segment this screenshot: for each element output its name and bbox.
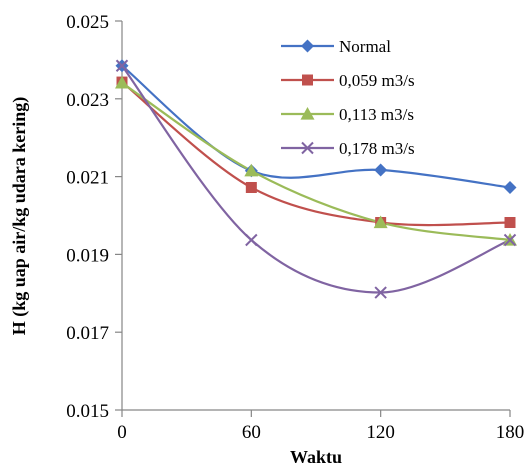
data-point <box>503 233 517 247</box>
y-tick-label: 0.023 <box>66 90 109 111</box>
data-point <box>245 181 257 193</box>
x-tick-label: 0 <box>117 422 127 443</box>
data-point <box>504 217 516 229</box>
y-tick-label: 0.025 <box>66 12 109 33</box>
legend-marker <box>302 74 313 86</box>
x-tick-label: 120 <box>366 422 395 443</box>
legend-label: 0,178 m3/s <box>339 139 415 158</box>
series-layer <box>115 59 517 299</box>
y-ticks: 0.015 0.017 0.019 0.021 0.023 0.025 <box>66 12 122 422</box>
data-point <box>374 163 388 177</box>
data-point <box>115 75 129 89</box>
data-point <box>374 286 387 299</box>
data-point <box>245 233 258 247</box>
x-tick-label: 180 <box>496 422 525 443</box>
x-axis-title: Waktu <box>290 447 342 467</box>
legend-label: Normal <box>339 37 391 56</box>
data-point <box>373 215 388 229</box>
legend-marker <box>300 107 315 120</box>
series-line <box>121 64 511 189</box>
legend: Normal 0,059 m3/s 0,113 m3/s 0,178 m3/s <box>281 37 415 158</box>
series-line <box>121 81 511 242</box>
legend-label: 0,059 m3/s <box>339 71 415 90</box>
x-tick-label: 60 <box>242 422 261 443</box>
y-tick-label: 0.017 <box>66 323 109 344</box>
y-tick-label: 0.021 <box>66 168 109 189</box>
y-tick-label: 0.019 <box>66 245 109 266</box>
legend-label: 0,113 m3/s <box>339 105 414 124</box>
y-axis-title: H (kg uap air/kg udara kering) <box>9 97 30 336</box>
legend-marker <box>301 39 314 53</box>
data-point <box>503 180 517 194</box>
series-line <box>121 65 511 294</box>
x-ticks: 0 60 120 180 <box>117 410 524 443</box>
legend-marker <box>301 141 314 155</box>
data-point <box>115 59 129 72</box>
y-tick-label: 0.015 <box>66 401 109 422</box>
series-line <box>121 81 511 227</box>
data-point <box>244 163 259 177</box>
